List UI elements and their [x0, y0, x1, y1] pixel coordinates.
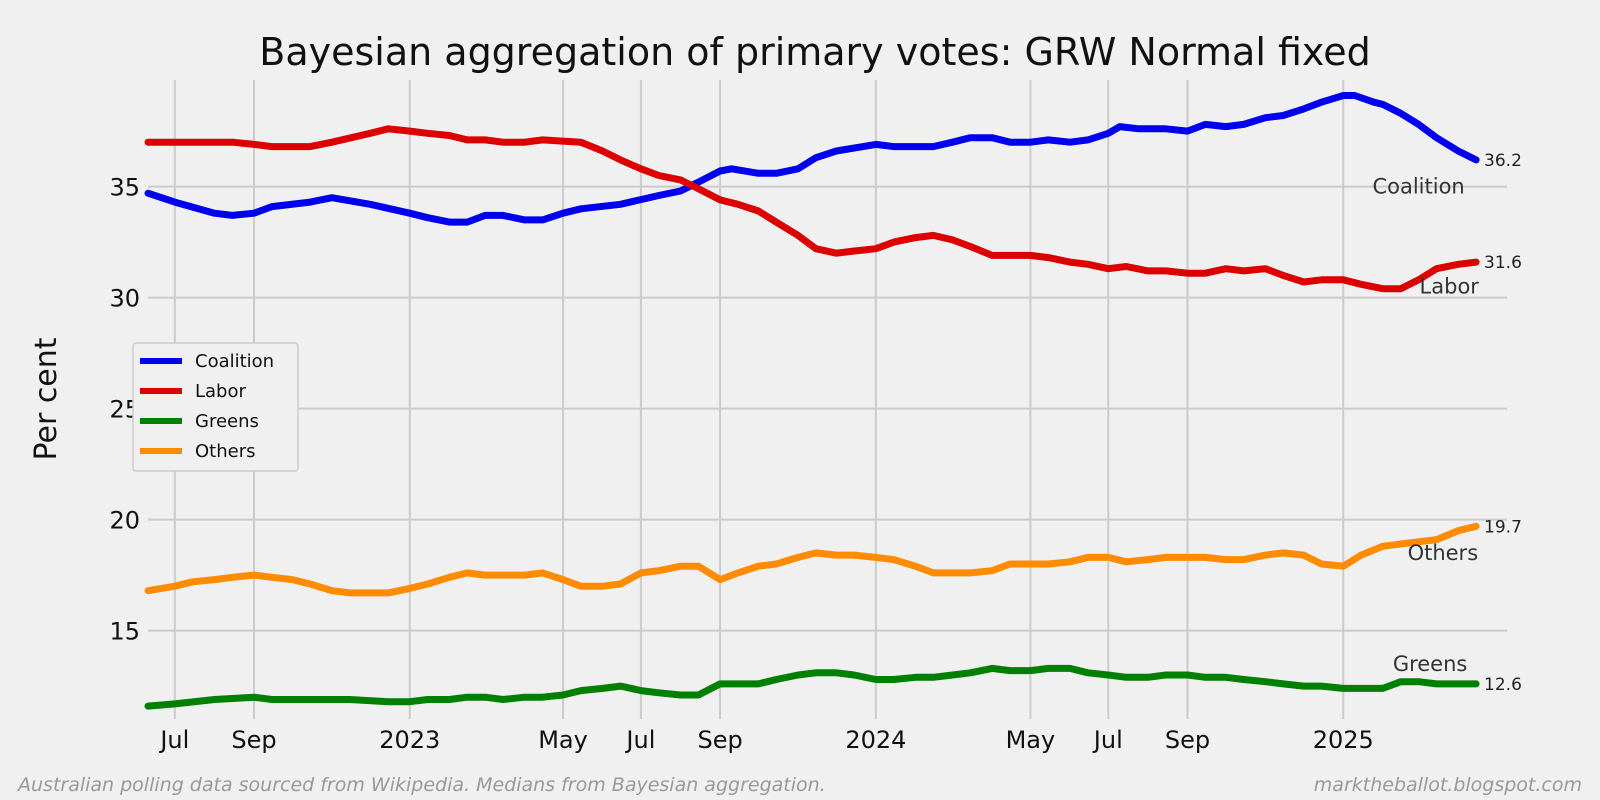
- end-value-greens: 12.6: [1484, 675, 1522, 695]
- end-value-others: 19.7: [1484, 517, 1522, 537]
- x-tick-label: May: [1006, 726, 1056, 754]
- series-lines: [144, 92, 1480, 710]
- series-label-coalition: Coalition: [1372, 175, 1464, 199]
- x-tick-label: 2024: [845, 726, 906, 754]
- end-value-coalition: 36.2: [1484, 151, 1522, 171]
- series-line-coalition: [144, 92, 1480, 226]
- series-line-greens: [144, 664, 1480, 710]
- x-tick-label: Jul: [158, 726, 189, 754]
- x-tick-label: Jul: [624, 726, 655, 754]
- legend: Coalition Labor Greens Others: [132, 342, 299, 472]
- series-line-others: [144, 522, 1480, 597]
- y-tick-label: 35: [109, 174, 140, 202]
- end-value-labor: 31.6: [1484, 253, 1522, 273]
- x-tick-label: Sep: [697, 726, 742, 754]
- grid: [148, 80, 1507, 719]
- y-tick-label: 15: [109, 618, 140, 646]
- x-tick-label: 2025: [1313, 726, 1374, 754]
- y-tick-label: 20: [109, 507, 140, 535]
- y-tick-label: 30: [109, 285, 140, 313]
- y-axis-label: Per cent: [29, 337, 64, 460]
- footer-source: Australian polling data sourced from Wik…: [16, 774, 826, 796]
- legend-label-labor: Labor: [195, 381, 246, 402]
- legend-label-others: Others: [195, 441, 256, 462]
- x-tick-label: Sep: [231, 726, 276, 754]
- series-label-greens: Greens: [1393, 652, 1468, 676]
- x-tick-label: Sep: [1165, 726, 1210, 754]
- series-line-labor: [144, 125, 1480, 293]
- legend-label-coalition: Coalition: [195, 351, 274, 372]
- x-tick-label: 2023: [379, 726, 440, 754]
- footer-credit: marktheballot.blogspot.com: [1314, 774, 1582, 796]
- series-label-others: Others: [1408, 541, 1479, 565]
- legend-box: [132, 342, 299, 472]
- chart-title: Bayesian aggregation of primary votes: G…: [259, 30, 1370, 74]
- x-tick-label: Jul: [1092, 726, 1123, 754]
- x-tick-labels: Jul Sep 2023 May Jul Sep 2024 May Jul Sep 2025: [158, 726, 1373, 754]
- series-label-labor: Labor: [1420, 274, 1480, 298]
- legend-label-greens: Greens: [195, 411, 259, 432]
- x-tick-label: May: [538, 726, 588, 754]
